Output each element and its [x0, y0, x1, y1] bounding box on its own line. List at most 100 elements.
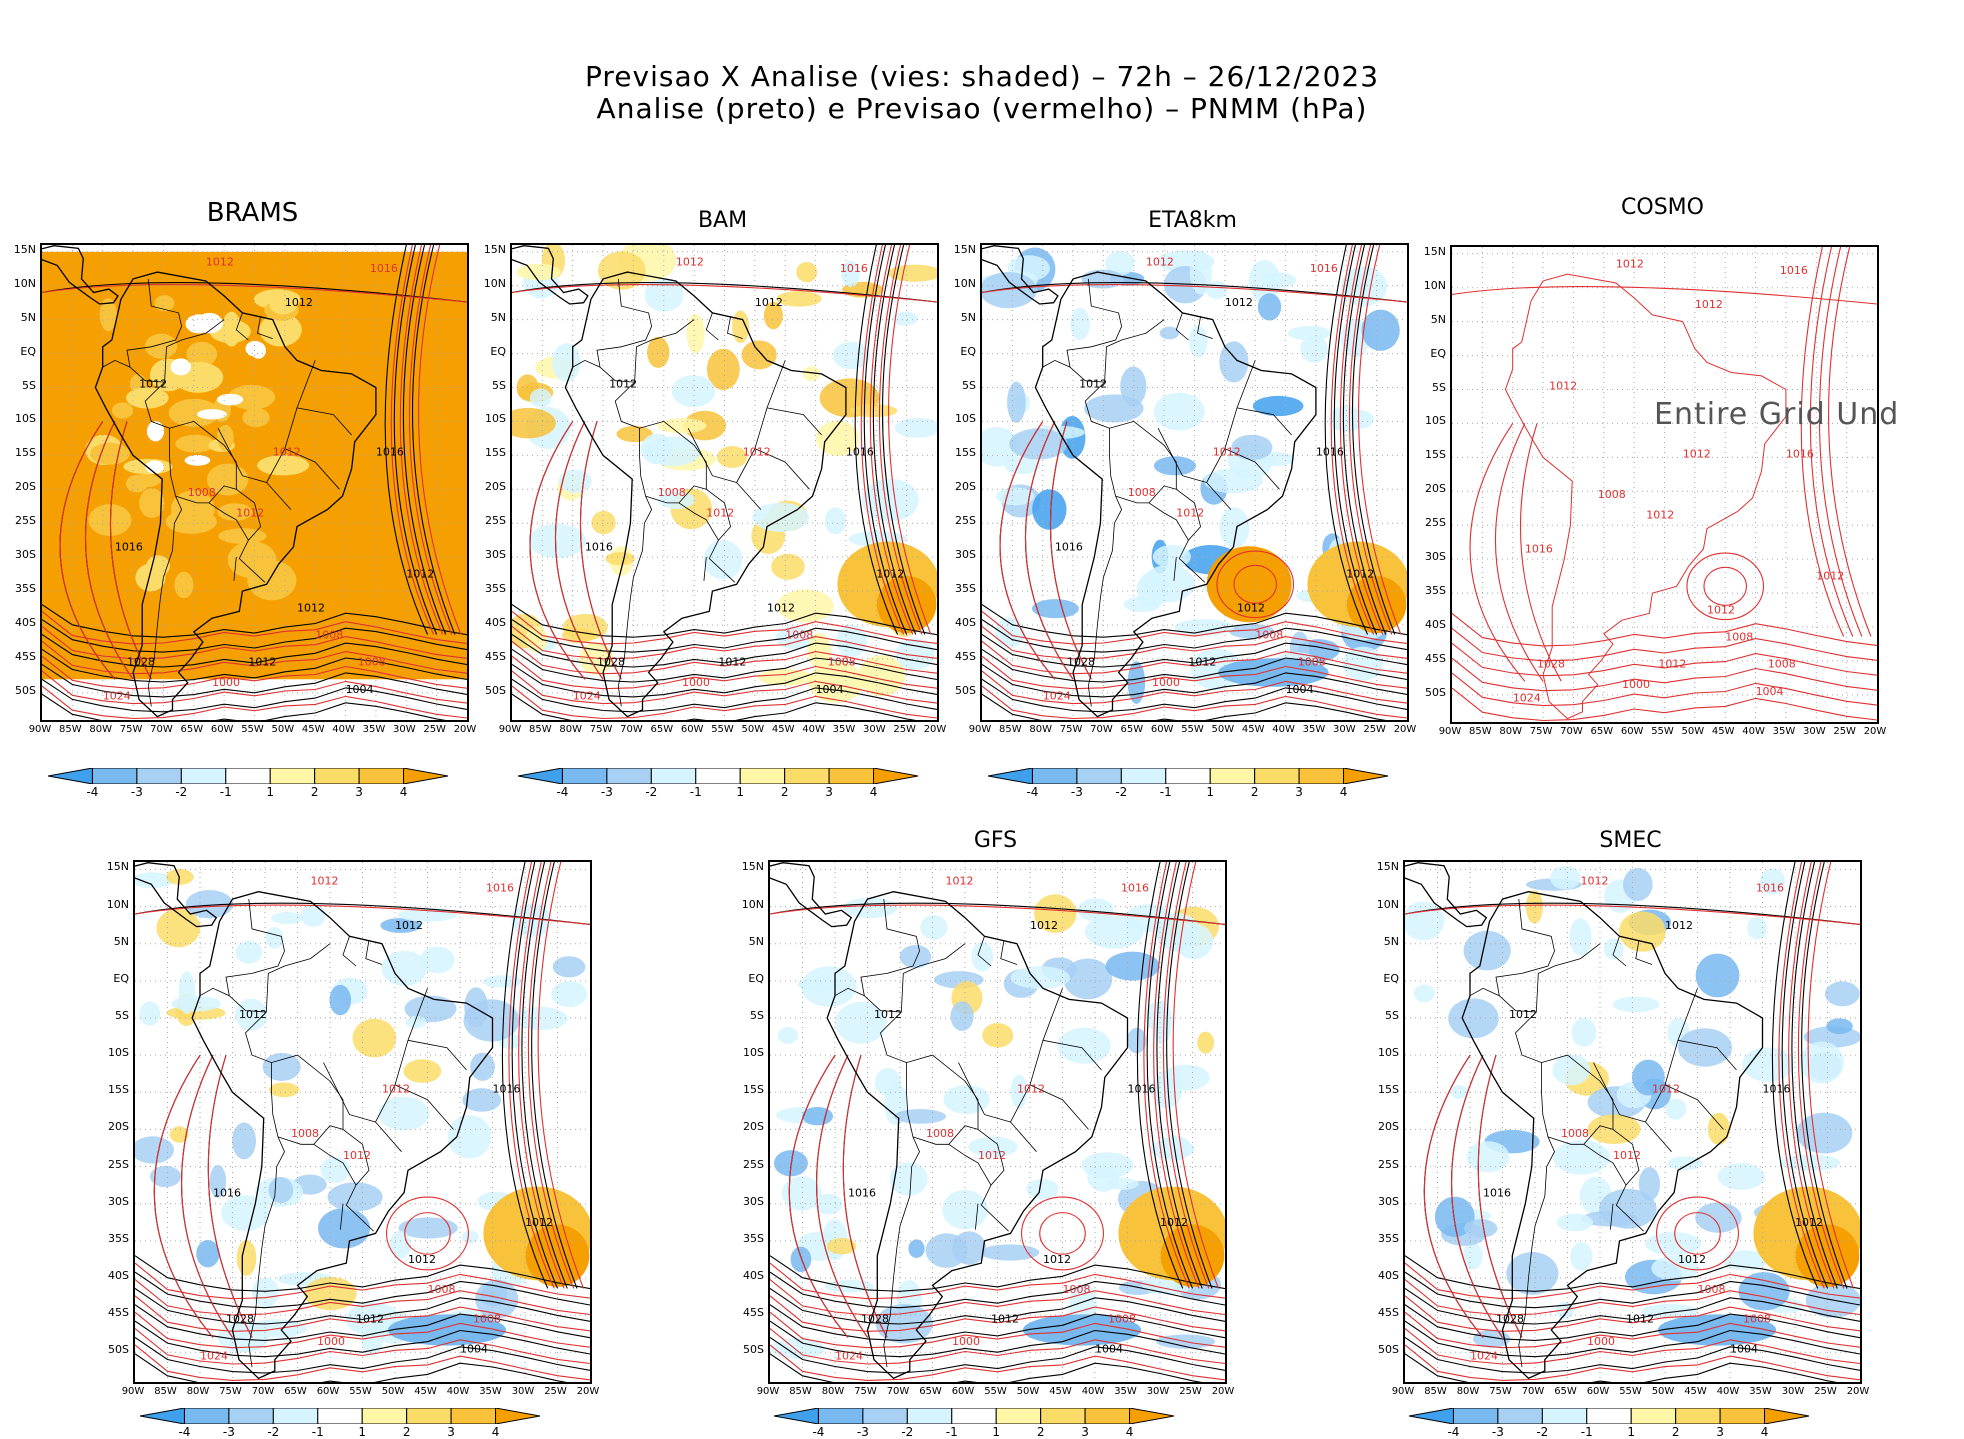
- isobar: [1797, 862, 1845, 1289]
- isobar-label: 1024: [1513, 692, 1541, 705]
- colorbar-swatch: [136, 768, 182, 784]
- isobar: [999, 421, 1056, 680]
- bias-shade: [1081, 269, 1124, 289]
- bias-shade: [1188, 325, 1208, 358]
- lat-label: 20S: [743, 1120, 764, 1134]
- lon-label: 25W: [1833, 726, 1856, 737]
- isobar-labels: 1012 1012 1016 1012 1012 1016 1008 1016 1012 1012…: [103, 255, 435, 702]
- central-america-coast: [770, 862, 853, 928]
- country-border: [678, 502, 719, 541]
- isobar-label: 1016: [1483, 1186, 1511, 1199]
- lat-label: 5S: [750, 1009, 764, 1022]
- bias-shade: [1667, 1156, 1703, 1171]
- isobar: [982, 685, 1407, 720]
- bias-shading: [1405, 865, 1860, 1348]
- isobar: [770, 1255, 1225, 1292]
- bias-shade: [1780, 1154, 1841, 1171]
- isobar: [42, 625, 467, 660]
- bias-shade: [125, 474, 149, 493]
- colorbar-label: 1: [1206, 785, 1215, 799]
- isobar-label: 1012: [991, 1313, 1019, 1326]
- bias-shade: [1077, 898, 1114, 922]
- bias-shade: [156, 908, 201, 948]
- map-canvas: 1012 1012 1016 1012 1012 1016 1008 1016 1012 1012…: [135, 862, 590, 1382]
- lon-label: 90W: [1391, 1386, 1415, 1397]
- colorbar-swatch: [695, 768, 741, 784]
- lat-label: 30S: [955, 548, 976, 562]
- colorbar-swatch: [1586, 1408, 1632, 1424]
- isobar: [1778, 862, 1825, 1289]
- bias-shade: [982, 1023, 1014, 1048]
- colorbar-swatch: [1084, 1408, 1131, 1424]
- lat-label: 15N: [1423, 244, 1446, 258]
- lat-label: 45S: [1425, 651, 1446, 665]
- isobar: [1828, 247, 1872, 637]
- coastlines: [982, 245, 1317, 718]
- isobar-label: 1016: [1756, 882, 1784, 895]
- isobar-label: 1016: [493, 1082, 521, 1095]
- isobar-label: 1012: [273, 445, 301, 458]
- bias-shade: [1796, 1112, 1853, 1154]
- bias-shade: [525, 1224, 590, 1287]
- lat-label: 10S: [955, 412, 976, 426]
- lon-label: 65W: [650, 724, 674, 735]
- colorbar-label: -4: [178, 1425, 191, 1439]
- lon-label: 45W: [1049, 1386, 1072, 1397]
- central-america-coast: [982, 245, 1059, 305]
- isobar: [135, 1287, 590, 1325]
- bias-shade: [184, 455, 211, 466]
- country-border: [1518, 1062, 1555, 1368]
- country-border: [313, 1143, 357, 1186]
- lon-label: 30W: [1802, 726, 1826, 737]
- country-border: [225, 899, 285, 996]
- isobar-label: 1008: [1255, 629, 1283, 642]
- lat-label: 35S: [1425, 584, 1446, 598]
- lon-label: 50W: [1681, 726, 1705, 737]
- lat-label: 20S: [1378, 1120, 1399, 1134]
- bias-shade: [139, 488, 165, 519]
- lat-label: 15S: [15, 446, 36, 460]
- lon-label: 85W: [789, 1386, 812, 1397]
- bias-shade: [475, 1279, 519, 1319]
- lat-label: 45S: [15, 649, 36, 663]
- panel-title-smec: SMEC: [1599, 828, 1662, 853]
- colorbar-swatch: [358, 768, 405, 784]
- colorbar-swatch: [406, 1408, 452, 1424]
- bias-shade: [1084, 914, 1144, 949]
- lat-label: 15N: [1376, 860, 1399, 874]
- isobar-label: 1016: [376, 445, 404, 458]
- isobar: [1452, 672, 1877, 707]
- isobar-label: 1012: [946, 874, 974, 887]
- bias-shade: [1695, 1202, 1742, 1233]
- lon-label: 90W: [28, 724, 52, 735]
- bias-shade: [562, 613, 608, 641]
- bias-shade: [950, 1001, 974, 1032]
- bias-shade: [234, 998, 268, 1031]
- bias-shade: [1218, 658, 1329, 687]
- bias-shade: [1152, 545, 1191, 569]
- lon-label: 20W: [453, 724, 477, 735]
- coastlines: [1504, 273, 1787, 720]
- bias-shade: [1009, 428, 1068, 460]
- lon-label: 75W: [1059, 724, 1083, 735]
- country-border: [958, 1062, 1011, 1123]
- lat-label: EQ: [1383, 971, 1399, 985]
- lon-label: 45W: [301, 724, 325, 735]
- lat-label: 10N: [1423, 278, 1446, 292]
- bias-shade: [257, 455, 310, 476]
- lat-label: 50S: [1425, 685, 1446, 699]
- bias-shade: [1231, 434, 1273, 461]
- isobar: [579, 421, 622, 680]
- isobar-label: 1024: [1043, 690, 1071, 703]
- bias-shade: [380, 918, 422, 933]
- isobar: [135, 904, 590, 925]
- isobar-label: 1008: [1108, 1313, 1136, 1326]
- lat-label: 10N: [741, 897, 764, 911]
- colorbar-label: -2: [1536, 1425, 1549, 1439]
- isobar-label: 1004: [1730, 1342, 1758, 1355]
- isobar-label: 1008: [315, 629, 343, 642]
- colorbar-swatch: [228, 1408, 274, 1424]
- bias-shade: [1657, 1314, 1777, 1346]
- bias-shade: [1010, 966, 1070, 990]
- isobar: [982, 670, 1407, 705]
